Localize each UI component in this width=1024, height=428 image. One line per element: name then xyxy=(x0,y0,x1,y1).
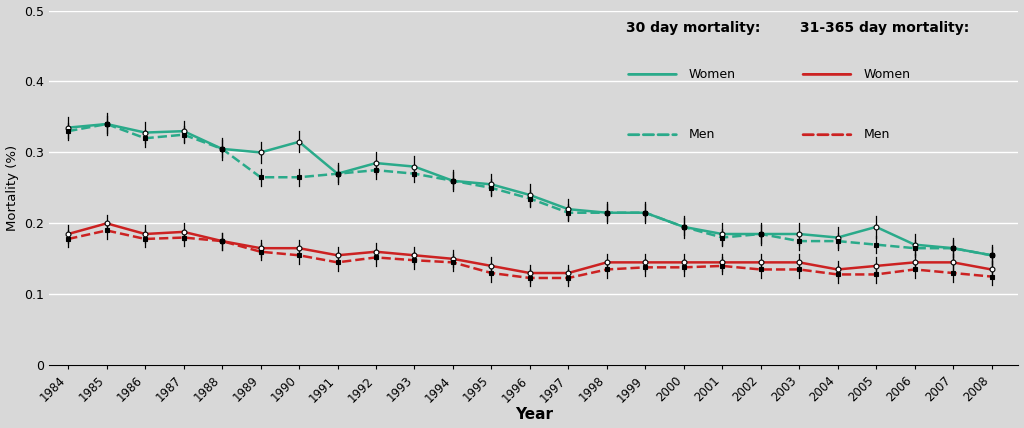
Text: 30 day mortality:: 30 day mortality: xyxy=(626,21,760,35)
Text: Men: Men xyxy=(689,128,715,141)
X-axis label: Year: Year xyxy=(515,407,553,422)
Text: 31-365 day mortality:: 31-365 day mortality: xyxy=(801,21,970,35)
Y-axis label: Mortality (%): Mortality (%) xyxy=(5,145,18,231)
Text: Men: Men xyxy=(863,128,890,141)
Text: Women: Women xyxy=(863,68,910,81)
Text: Women: Women xyxy=(689,68,736,81)
